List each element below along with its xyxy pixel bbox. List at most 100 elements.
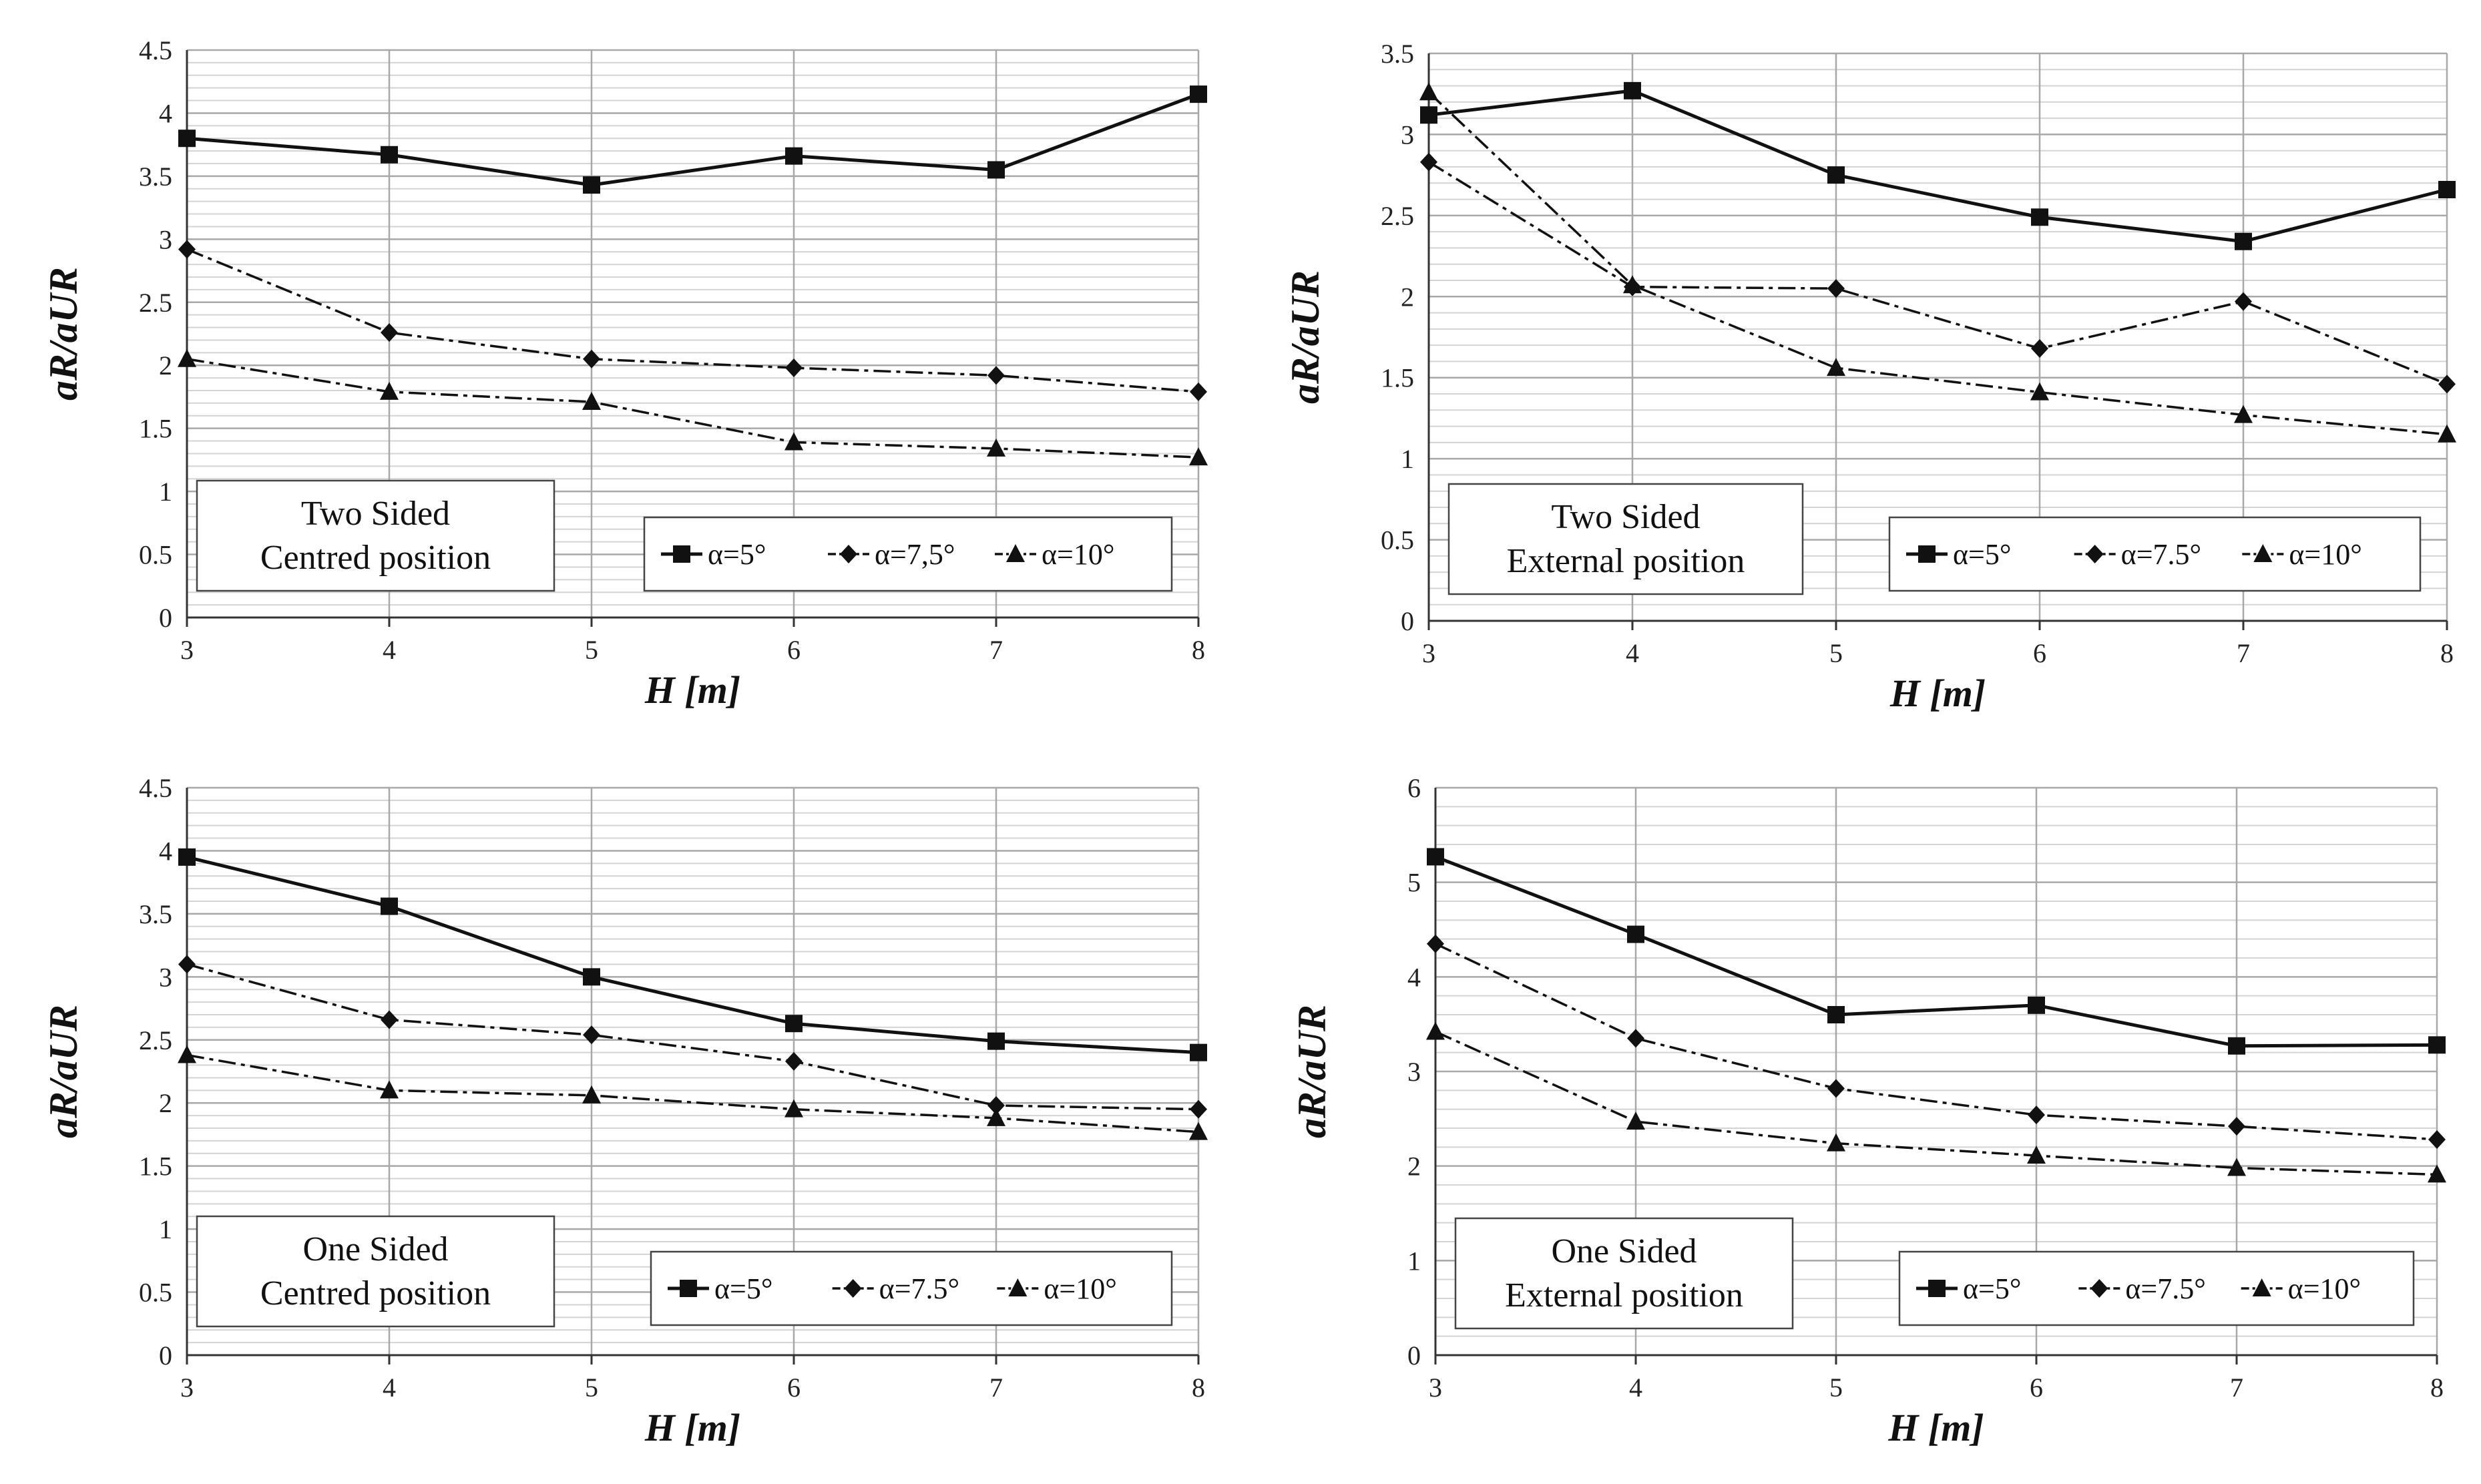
- y-tick-label: 1: [1407, 1246, 1421, 1276]
- y-tick-label: 2: [159, 1088, 172, 1118]
- legend-frame: [643, 516, 1173, 592]
- series-line-2: [1435, 943, 2438, 1141]
- annotation-text: External position: [1507, 542, 1745, 580]
- y-tick-label: 1: [1401, 444, 1414, 474]
- legend-marker-square: [680, 1280, 697, 1297]
- data-point-square: [178, 848, 196, 866]
- y-axis-label: aR/aUR: [1283, 270, 1327, 404]
- chart-1: 0 0.5 1 1.5 2 2.5 3 3.5 4 4.5 3 4 5 6 7 8 Two Sided Centr…: [41, 35, 1208, 712]
- y-tick-label: 0.5: [139, 1278, 172, 1308]
- series-line-1: [186, 92, 1199, 187]
- data-point-square: [2438, 181, 2456, 198]
- y-tick-label: 3.5: [1381, 39, 1414, 69]
- data-point-triangle: [987, 438, 1005, 457]
- data-point-triangle: [1827, 1133, 1845, 1152]
- data-point-diamond: [1827, 279, 1845, 298]
- legend-marker-triangle: [1008, 1278, 1028, 1296]
- legend-marker-diamond: [2086, 545, 2104, 563]
- data-point-diamond: [2235, 292, 2252, 311]
- x-tick-label: 3: [180, 635, 194, 665]
- x-tick-label: 4: [1629, 1373, 1642, 1403]
- data-point-triangle: [987, 1107, 1005, 1126]
- data-point-triangle: [2438, 424, 2456, 443]
- y-tick-label: 0: [159, 603, 172, 633]
- y-tick-label: 0: [159, 1340, 172, 1371]
- legend-marker-square: [1918, 545, 1936, 563]
- data-point-square: [2028, 996, 2045, 1014]
- annotation-frame: [196, 1215, 555, 1328]
- legend-label: α=7,5°: [875, 538, 955, 571]
- y-tick-label: 0: [1401, 606, 1414, 636]
- data-point-square: [381, 146, 398, 164]
- data-point-square: [785, 1015, 803, 1033]
- y-tick-label: 3: [1407, 1057, 1421, 1087]
- x-tick-label: 3: [1422, 638, 1435, 668]
- data-point-diamond: [1190, 382, 1207, 401]
- data-point-square: [583, 176, 600, 194]
- x-tick-label: 7: [989, 1373, 1003, 1403]
- data-point-square: [2235, 232, 2252, 250]
- data-point-square: [1190, 1043, 1207, 1061]
- y-tick-label: 2: [159, 350, 172, 381]
- x-axis-label: H [m]: [1889, 672, 1986, 715]
- x-tick-label: 6: [787, 635, 801, 665]
- data-point-triangle: [1189, 1122, 1208, 1140]
- data-point-triangle: [2027, 1146, 2046, 1164]
- data-point-diamond: [2428, 1130, 2446, 1149]
- legend-label: α=10°: [1044, 1272, 1116, 1305]
- y-tick-label: 4.5: [139, 35, 172, 65]
- legend: α=5° α=7,5° α=10°: [643, 516, 1173, 592]
- legend-marker-diamond: [840, 545, 857, 563]
- annotation-text: One Sided: [1551, 1232, 1697, 1270]
- x-tick-label: 8: [2440, 638, 2454, 668]
- data-point-square: [987, 161, 1005, 179]
- data-point-square: [2428, 1036, 2446, 1054]
- y-tick-label: 0: [1407, 1340, 1421, 1371]
- legend-marker-triangle: [1006, 544, 1025, 562]
- y-tick-label: 4.5: [139, 773, 172, 803]
- series-line-1: [1428, 89, 2448, 244]
- data-point-diamond: [1827, 1079, 1845, 1098]
- x-tick-label: 5: [585, 635, 598, 665]
- y-tick-label: 4: [159, 836, 172, 866]
- x-tick-label: 4: [383, 635, 396, 665]
- annotation-frame: [1447, 483, 1804, 595]
- data-point-diamond: [1190, 1099, 1207, 1119]
- data-point-triangle: [784, 432, 803, 451]
- x-tick-label: 3: [180, 1373, 194, 1403]
- data-point-triangle: [784, 1099, 803, 1118]
- data-point-diamond: [583, 349, 600, 368]
- annotation-box: Two Sided External position: [1447, 483, 1804, 595]
- legend-marker-triangle: [2253, 544, 2273, 562]
- data-point-diamond: [2228, 1117, 2245, 1136]
- legend: α=5° α=7.5° α=10°: [650, 1250, 1173, 1326]
- data-point-triangle: [1623, 275, 1642, 294]
- x-tick-label: 6: [2030, 1373, 2043, 1403]
- y-tick-label: 2.5: [1381, 201, 1414, 231]
- y-tick-label: 4: [159, 98, 172, 128]
- data-point-triangle: [582, 1085, 601, 1103]
- y-tick-label: 0.5: [1381, 525, 1414, 555]
- annotation-text: Centred position: [260, 1274, 491, 1312]
- data-point-diamond: [785, 1051, 803, 1071]
- data-point-square: [1427, 848, 1444, 866]
- data-point-diamond: [381, 1010, 398, 1029]
- data-point-diamond: [785, 358, 803, 377]
- x-tick-label: 3: [1429, 1373, 1442, 1403]
- legend-marker-diamond: [2090, 1279, 2108, 1298]
- data-point-diamond: [1420, 152, 1437, 172]
- y-tick-label: 1.5: [1381, 363, 1414, 393]
- data-point-triangle: [178, 348, 196, 367]
- data-point-square: [583, 968, 600, 986]
- data-point-diamond: [987, 1096, 1005, 1115]
- series-line-1: [186, 855, 1199, 1055]
- legend-marker-square: [1928, 1280, 1946, 1297]
- data-point-square: [987, 1032, 1005, 1050]
- series-line-2: [1428, 161, 2448, 386]
- x-axis-label: H [m]: [644, 1406, 740, 1449]
- data-point-triangle: [1426, 1021, 1445, 1040]
- y-tick-label: 3.5: [139, 899, 172, 929]
- legend-label: α=10°: [2289, 538, 2361, 571]
- data-point-diamond: [987, 366, 1005, 385]
